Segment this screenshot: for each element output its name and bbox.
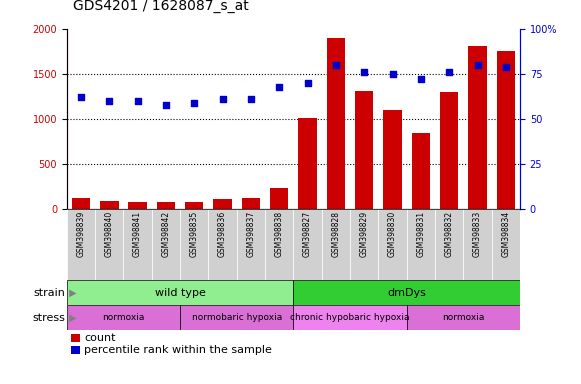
Text: ▶: ▶ <box>66 288 77 298</box>
Bar <box>123 209 152 280</box>
Bar <box>407 209 435 280</box>
Text: GSM398827: GSM398827 <box>303 211 312 257</box>
Point <box>388 71 397 77</box>
Bar <box>71 334 80 343</box>
Bar <box>213 199 232 209</box>
Bar <box>435 209 464 280</box>
Bar <box>72 199 90 209</box>
Bar <box>209 209 237 280</box>
Text: chronic hypobaric hypoxia: chronic hypobaric hypoxia <box>290 313 410 322</box>
Text: GSM398834: GSM398834 <box>501 211 510 257</box>
Text: GSM398830: GSM398830 <box>388 211 397 257</box>
Point <box>105 98 114 104</box>
Bar <box>180 305 293 330</box>
Bar <box>293 305 407 330</box>
Point <box>162 101 171 108</box>
Bar <box>67 305 180 330</box>
Text: count: count <box>84 333 116 343</box>
Point <box>501 64 511 70</box>
Bar <box>293 209 322 280</box>
Text: normoxia: normoxia <box>442 313 485 322</box>
Bar <box>67 209 95 280</box>
Bar <box>378 209 407 280</box>
Point <box>416 76 425 83</box>
Bar <box>265 209 293 280</box>
Point <box>133 98 142 104</box>
Point <box>331 62 340 68</box>
Bar <box>180 209 209 280</box>
Point <box>275 83 284 89</box>
Text: GSM398836: GSM398836 <box>218 211 227 257</box>
Text: GSM398841: GSM398841 <box>133 211 142 257</box>
Point <box>189 100 199 106</box>
Point <box>218 96 227 102</box>
Point <box>246 96 256 102</box>
Text: GSM398839: GSM398839 <box>77 211 85 257</box>
Text: dmDys: dmDys <box>388 288 426 298</box>
Bar <box>270 188 288 209</box>
Text: GSM398831: GSM398831 <box>417 211 425 257</box>
Bar <box>468 46 487 209</box>
Text: GSM398837: GSM398837 <box>246 211 256 257</box>
Bar <box>71 346 80 354</box>
Bar <box>242 197 260 209</box>
Text: percentile rank within the sample: percentile rank within the sample <box>84 345 272 356</box>
Point <box>360 69 369 75</box>
Text: GSM398842: GSM398842 <box>162 211 170 257</box>
Bar <box>492 209 520 280</box>
Bar <box>440 92 458 209</box>
Bar <box>152 209 180 280</box>
Point <box>444 69 454 75</box>
Text: wild type: wild type <box>155 288 206 298</box>
Text: normoxia: normoxia <box>102 313 145 322</box>
Bar <box>355 91 374 209</box>
Bar <box>237 209 265 280</box>
Bar <box>185 202 203 209</box>
Bar <box>464 209 492 280</box>
Text: GSM398838: GSM398838 <box>275 211 284 257</box>
Text: GSM398835: GSM398835 <box>190 211 199 257</box>
Point <box>473 62 482 68</box>
Bar <box>299 118 317 209</box>
Bar <box>67 280 293 305</box>
Bar <box>293 280 520 305</box>
Text: GSM398833: GSM398833 <box>473 211 482 257</box>
Text: strain: strain <box>34 288 66 298</box>
Bar <box>497 51 515 209</box>
Bar <box>128 202 147 209</box>
Bar <box>412 134 430 209</box>
Text: GSM398840: GSM398840 <box>105 211 114 257</box>
Text: GSM398832: GSM398832 <box>444 211 454 257</box>
Text: GSM398829: GSM398829 <box>360 211 369 257</box>
Bar <box>100 201 119 209</box>
Bar <box>157 202 175 209</box>
Text: normobaric hypoxia: normobaric hypoxia <box>192 313 282 322</box>
Bar <box>383 110 401 209</box>
Point <box>303 80 312 86</box>
Bar <box>327 38 345 209</box>
Text: GDS4201 / 1628087_s_at: GDS4201 / 1628087_s_at <box>73 0 248 13</box>
Bar <box>322 209 350 280</box>
Text: stress: stress <box>33 313 66 323</box>
Point <box>76 94 85 101</box>
Bar <box>95 209 123 280</box>
Bar <box>350 209 378 280</box>
Text: GSM398828: GSM398828 <box>331 211 340 257</box>
Bar <box>407 305 520 330</box>
Text: ▶: ▶ <box>66 313 77 323</box>
